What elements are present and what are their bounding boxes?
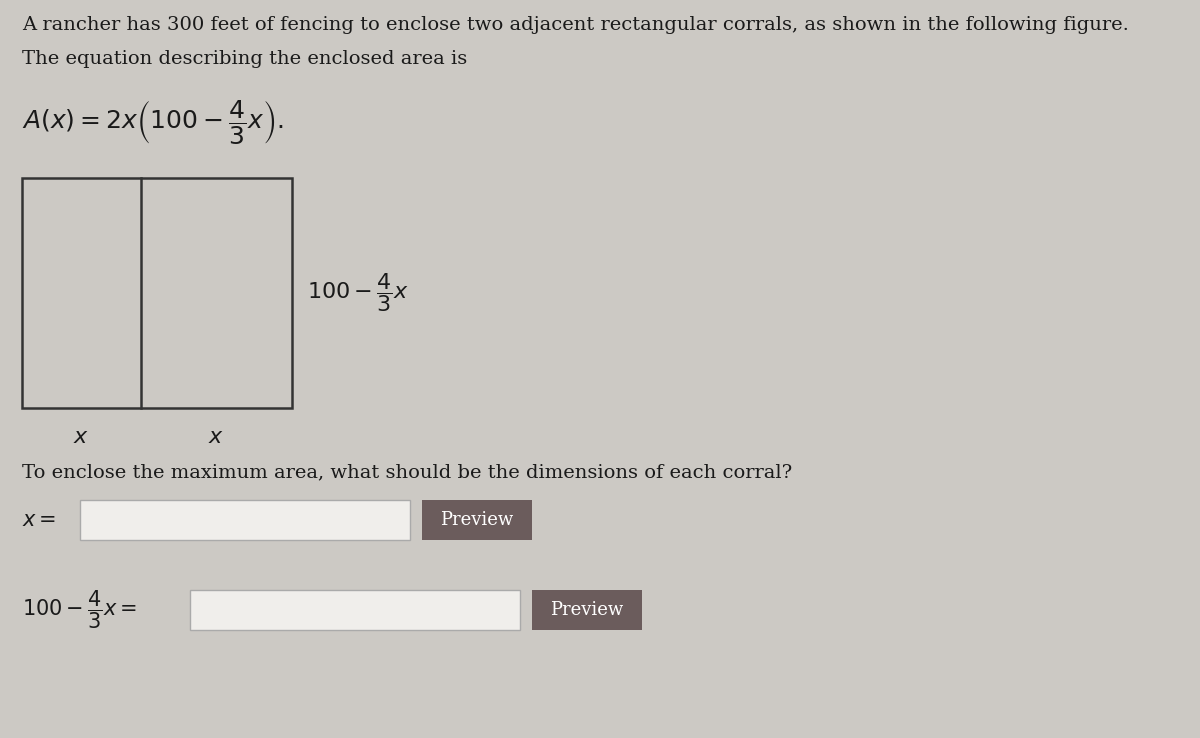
Text: $x$: $x$ <box>73 426 89 448</box>
Text: Preview: Preview <box>440 511 514 529</box>
Text: $100 - \dfrac{4}{3}x = $: $100 - \dfrac{4}{3}x = $ <box>22 589 137 631</box>
FancyBboxPatch shape <box>532 590 642 630</box>
Text: The equation describing the enclosed area is: The equation describing the enclosed are… <box>22 50 467 68</box>
FancyBboxPatch shape <box>190 590 520 630</box>
Bar <box>22 178 292 408</box>
Text: To enclose the maximum area, what should be the dimensions of each corral?: To enclose the maximum area, what should… <box>22 463 792 481</box>
Text: $100 - \dfrac{4}{3}x$: $100 - \dfrac{4}{3}x$ <box>307 272 409 314</box>
FancyBboxPatch shape <box>422 500 532 540</box>
Text: Preview: Preview <box>551 601 624 619</box>
Text: $x = $: $x = $ <box>22 511 56 529</box>
Text: $A(x) = 2x\left(100 - \dfrac{4}{3}x\right).$: $A(x) = 2x\left(100 - \dfrac{4}{3}x\righ… <box>22 98 283 146</box>
Text: $x$: $x$ <box>209 426 224 448</box>
Text: A rancher has 300 feet of fencing to enclose two adjacent rectangular corrals, a: A rancher has 300 feet of fencing to enc… <box>22 16 1129 34</box>
FancyBboxPatch shape <box>80 500 410 540</box>
